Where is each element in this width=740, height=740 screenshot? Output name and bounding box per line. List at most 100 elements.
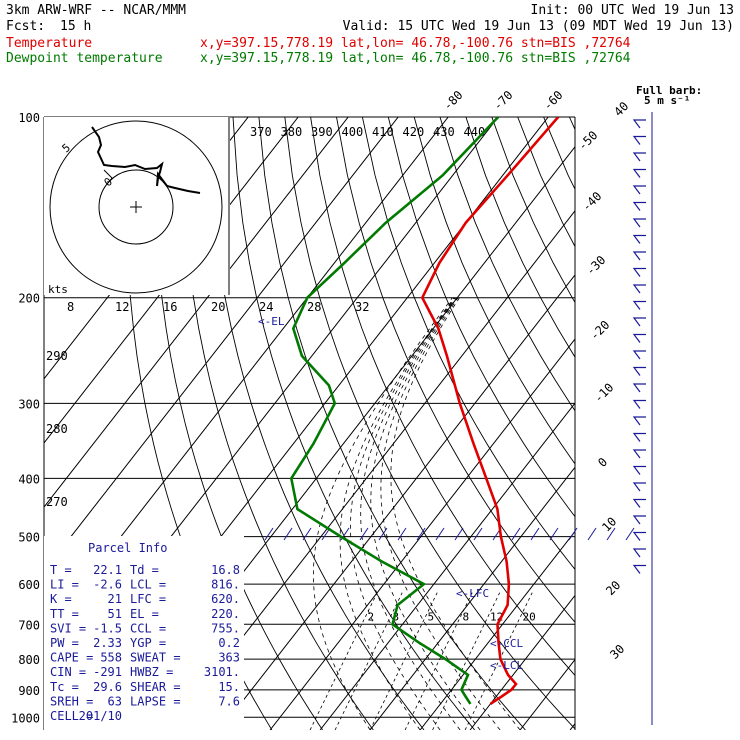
isotherm-label-20: 20 — [603, 578, 623, 598]
parcel-row-0-col-2: Td = — [130, 563, 159, 577]
parcel-row-8-col-0: Tc = — [50, 680, 79, 694]
isotherm-label--40: -40 — [579, 189, 604, 214]
barb-legend-title: Full barb: — [636, 84, 702, 97]
dry-adiabat-420 — [568, 117, 575, 131]
isotherm-50 — [620, 117, 740, 730]
pressure-label-400: 400 — [18, 472, 40, 486]
legend-dewpoint: Dewpoint temperature — [6, 51, 163, 66]
wind-barb-24 — [632, 515, 646, 525]
parcel-row-10-col-1: 201/10 — [79, 709, 122, 723]
el-marker: <-EL — [258, 315, 285, 328]
dry-adiabat-400 — [517, 117, 575, 248]
hodograph-speed-tick-24: 24 — [259, 300, 273, 314]
parcel-row-6-col-1: 558 — [100, 651, 122, 665]
location-line-dew: x,y=397.15,778.19 lat,lon= 46.78,-100.76… — [200, 51, 631, 66]
parcel-row-9-col-2: LAPSE = — [130, 694, 181, 708]
mixing-ratio-5 — [369, 592, 438, 730]
level-barb-tick-11 — [473, 527, 483, 541]
location-line-temp: x,y=397.15,778.19 lat,lon= 46.78,-100.76… — [200, 36, 631, 51]
wind-barb-19 — [632, 432, 646, 442]
moist-adiabat-22 — [370, 297, 481, 730]
moist-adiabat-10 — [339, 297, 455, 730]
parcel-info-box: Parcel Info T = 22.1 Td = 16.8 LI = -2.6 LCL =… — [44, 536, 244, 730]
parcel-row-3-col-0: TT = — [50, 607, 79, 621]
parcel-info-title: Parcel Info — [88, 541, 167, 555]
wind-barb-1 — [632, 135, 646, 145]
parcel-row-3-col-3: 220. — [211, 607, 240, 621]
hodograph-kts-label: kts — [48, 283, 68, 296]
wind-barb-2 — [632, 152, 646, 162]
lcl-marker: <-LCL — [490, 659, 523, 672]
parcel-row-9-col-0: SREH = — [50, 694, 93, 708]
wind-barb-column — [632, 112, 653, 725]
hodograph-speed-tick-32: 32 — [355, 300, 369, 314]
forecast-hour: 15 h — [60, 19, 91, 34]
isotherm-30 — [519, 658, 575, 730]
wind-barb-3 — [632, 168, 646, 178]
mixing-ratio-label-5: 5 — [428, 610, 435, 623]
dry-adiabat-320 — [310, 117, 575, 677]
valid-time: Valid: 15 UTC Wed 19 Jun 13 (09 MDT Wed … — [343, 19, 734, 34]
isotherm-label-10: 10 — [599, 514, 619, 534]
dry-adiabat-360 — [413, 117, 575, 465]
theta-e-label-410: 410 — [372, 125, 394, 139]
pressure-label-200: 200 — [18, 292, 40, 306]
hodograph-speed-tick-16: 16 — [163, 300, 177, 314]
mixing-ratio-lines — [309, 592, 533, 730]
level-barbs-500 — [264, 527, 635, 541]
mixing-ratio-label-20: 20 — [523, 610, 536, 623]
theta-e-label-370: 370 — [250, 125, 272, 139]
dry-adiabat-370 — [439, 117, 575, 412]
parcel-row-8-col-3: 15. — [218, 680, 240, 694]
model-title: 3km ARW-WRF -- NCAR/MMM — [6, 3, 186, 18]
parcel-row-0-col-3: 16.8 — [211, 563, 240, 577]
sounding-curves — [289, 116, 560, 705]
wind-barb-18 — [632, 416, 646, 426]
parcel-row-1-col-3: 816. — [211, 578, 240, 592]
wind-barb-25 — [632, 531, 646, 541]
dry-adiabat-340 — [361, 117, 575, 571]
parcel-row-4-col-0: SVI = — [50, 621, 86, 635]
level-barb-tick-18 — [606, 527, 616, 541]
theta-label-270: 270 — [46, 495, 68, 509]
level-barb-tick-14 — [530, 527, 540, 541]
parcel-row-0-col-1: 22.1 — [93, 563, 122, 577]
legend-temperature: Temperature — [6, 36, 92, 51]
wind-barb-10 — [632, 284, 646, 294]
parcel-info-background — [44, 536, 244, 730]
hodograph-speed-tick-28: 28 — [307, 300, 321, 314]
theta-label-280: 280 — [46, 422, 68, 436]
parcel-row-7-col-2: HWBZ = — [130, 665, 173, 679]
mixing-ratio-2 — [309, 592, 378, 730]
wind-barb-15 — [632, 366, 646, 376]
parcel-row-0-col-0: T = — [50, 563, 72, 577]
wind-barb-14 — [632, 350, 646, 360]
mixing-ratio-3 — [334, 592, 403, 730]
wind-barb-20 — [632, 449, 646, 459]
theta-e-label-380: 380 — [281, 125, 303, 139]
pressure-label-300: 300 — [18, 397, 40, 411]
parcel-row-6-col-3: 363 — [218, 651, 240, 665]
pressure-label-600: 600 — [18, 578, 40, 592]
isotherm-20 — [469, 594, 575, 730]
parcel-row-5-col-1: 2.33 — [93, 636, 122, 650]
dry-adiabat-310 — [284, 117, 575, 730]
wind-barb-26 — [632, 548, 646, 558]
ccl-marker: <-CCL — [490, 637, 523, 650]
theta-e-label-400: 400 — [342, 125, 364, 139]
isotherm--40 — [169, 210, 575, 730]
wind-barb-17 — [632, 399, 646, 409]
level-barb-tick-10 — [454, 527, 464, 541]
parcel-info-rows: T = 22.1 Td = 16.8 LI = -2.6 LCL = 816. K = 21 LFC… — [50, 563, 240, 723]
dry-adiabat-390 — [491, 117, 575, 304]
level-barb-tick-13 — [511, 527, 521, 541]
isotherm--10 — [319, 402, 575, 730]
wind-barb-21 — [632, 465, 646, 475]
hodograph-speed-tick-12: 12 — [115, 300, 129, 314]
mixing-ratio-label-8: 8 — [463, 610, 470, 623]
lfc-marker: <-LFC — [456, 587, 489, 600]
wind-barb-12 — [632, 317, 646, 327]
dry-adiabat-290 — [232, 117, 476, 730]
isotherm-10 — [419, 530, 575, 730]
parcel-row-1-col-0: LI = — [50, 578, 79, 592]
